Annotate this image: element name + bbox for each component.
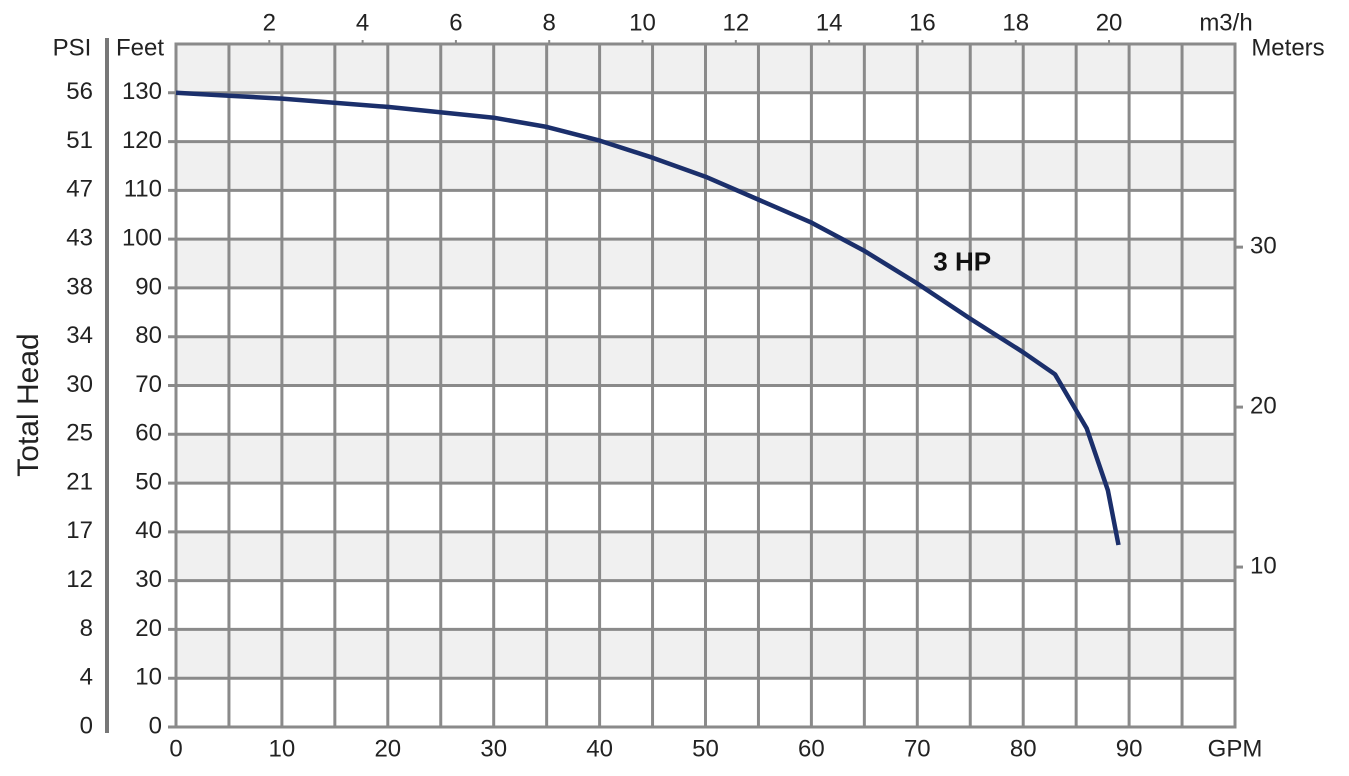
- y-tick-label: 90: [135, 273, 162, 300]
- y-tick-label: 110: [124, 176, 162, 203]
- psi-tick-label: 43: [66, 224, 93, 251]
- psi-tick-label: 12: [66, 566, 93, 593]
- y-tick-label: 100: [122, 224, 162, 251]
- x-tick-label: 60: [798, 735, 825, 762]
- x2-tick-label: 20: [1096, 9, 1123, 36]
- x-tick-label: 40: [586, 735, 613, 762]
- x2-tick-label: 8: [543, 9, 556, 36]
- x-tick-label: 20: [374, 735, 401, 762]
- y-tick-label: 80: [135, 322, 162, 349]
- psi-tick-label: 4: [80, 664, 93, 691]
- x-tick-label: 30: [480, 735, 507, 762]
- psi-tick-label: 17: [66, 517, 93, 544]
- y-tick-label: 130: [122, 78, 162, 105]
- y2-axis-label: Meters: [1251, 34, 1324, 61]
- y-tick-label: 40: [135, 517, 162, 544]
- x2-tick-label: 4: [356, 9, 369, 36]
- psi-tick-label: 30: [66, 371, 93, 398]
- psi-axis-label: PSI: [53, 34, 92, 61]
- x2-tick-label: 16: [909, 9, 936, 36]
- x2-tick-label: 2: [263, 9, 276, 36]
- psi-tick-label: 25: [66, 420, 93, 447]
- x2-tick-label: 6: [449, 9, 462, 36]
- x-tick-label: 10: [269, 735, 296, 762]
- x-tick-label: 90: [1116, 735, 1143, 762]
- x2-tick-label: 14: [816, 9, 843, 36]
- y-tick-label: 10: [135, 664, 162, 691]
- x-axis-label: GPM: [1208, 735, 1263, 762]
- y-tick-label: 50: [135, 468, 162, 495]
- psi-tick-label: 34: [66, 322, 93, 349]
- y-tick-label: 30: [135, 566, 162, 593]
- x-tick-label: 0: [169, 735, 182, 762]
- x2-axis-label: m3/h: [1199, 9, 1252, 36]
- y2-tick-label: 10: [1250, 552, 1277, 579]
- y-axis-label: Feet: [116, 34, 164, 61]
- curve-label: 3 HP: [933, 246, 991, 276]
- psi-tick-label: 38: [66, 273, 93, 300]
- y2-tick-label: 20: [1250, 392, 1277, 419]
- psi-tick-label: 8: [80, 615, 93, 642]
- x-tick-label: 50: [692, 735, 719, 762]
- y-tick-label: 20: [135, 615, 162, 642]
- psi-tick-label: 51: [66, 127, 93, 154]
- y2-tick-label: 30: [1250, 232, 1277, 259]
- y-tick-label: 120: [122, 127, 162, 154]
- plot-frame: [174, 42, 1237, 729]
- y-tick-label: 70: [135, 371, 162, 398]
- psi-tick-label: 0: [80, 712, 93, 739]
- x-tick-label: 70: [904, 735, 931, 762]
- x2-tick-label: 10: [629, 9, 656, 36]
- x2-tick-label: 18: [1002, 9, 1029, 36]
- y-tick-label: 60: [135, 420, 162, 447]
- y-title: Total Head: [12, 333, 45, 476]
- x-tick-label: 80: [1010, 735, 1037, 762]
- x2-tick-label: 12: [722, 9, 749, 36]
- psi-tick-label: 56: [66, 78, 93, 105]
- psi-tick-label: 21: [66, 468, 93, 495]
- psi-tick-label: 47: [66, 176, 93, 203]
- y-tick-label: 0: [149, 712, 162, 739]
- curve: [175, 90, 1121, 546]
